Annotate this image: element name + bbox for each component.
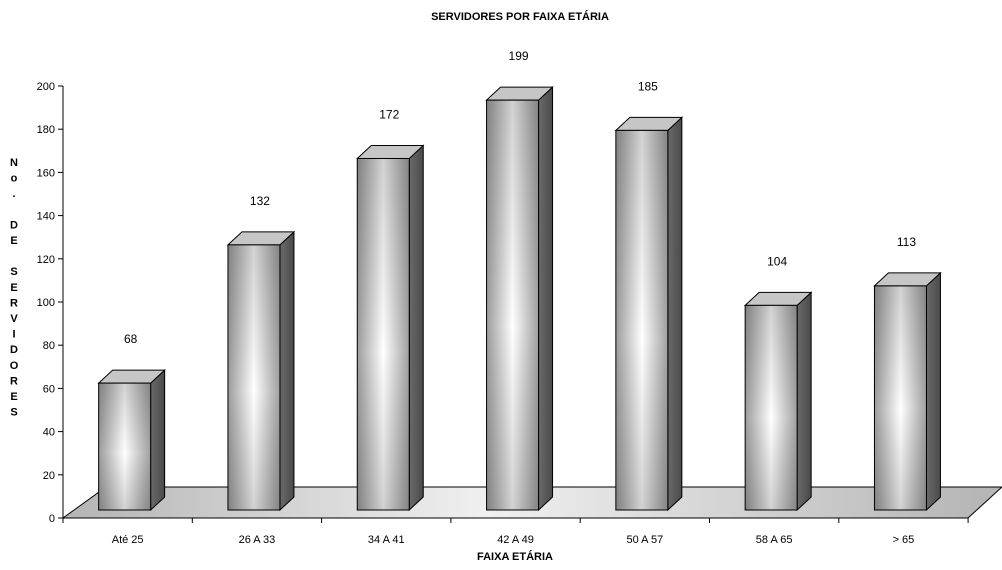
bar: 172 <box>355 107 425 512</box>
bar: 132 <box>226 194 296 512</box>
y-axis-title-letter: D <box>10 219 18 231</box>
bar-side <box>150 368 166 512</box>
y-tick-label: 0 <box>49 513 55 525</box>
bar: 185 <box>614 79 684 512</box>
y-axis-title-letter: R <box>10 297 18 309</box>
bar-side <box>279 230 295 512</box>
bars: 68 132 172 199 185 104 113 <box>97 49 942 512</box>
bar-front-shade <box>227 244 281 511</box>
y-tick-label: 120 <box>37 254 55 266</box>
bar-value-label: 68 <box>124 332 138 346</box>
bar-side <box>925 271 941 512</box>
y-axis-title-letter: D <box>10 344 18 356</box>
y-tick-label: 60 <box>43 383 55 395</box>
y-axis-title-letter: . <box>12 188 15 200</box>
y-tick-label: 160 <box>37 167 55 179</box>
bar-front-shade <box>356 157 410 511</box>
y-axis-title-letter: N <box>10 157 18 169</box>
bar-value-label: 113 <box>897 235 916 249</box>
bar-side <box>667 116 683 512</box>
bar: 68 <box>97 332 166 512</box>
bar-value-label: 104 <box>767 254 787 268</box>
y-axis-title-letter: R <box>10 375 18 387</box>
bar-front-shade <box>98 382 152 511</box>
bar-value-label: 199 <box>509 49 529 63</box>
y-axis-title-letter: E <box>10 235 17 247</box>
y-axis-title-letter: S <box>10 407 17 419</box>
y-axis-title-letter: O <box>10 360 19 372</box>
y-axis-title-letter: S <box>10 266 17 278</box>
x-tick-label: > 65 <box>893 534 915 546</box>
y-axis-title-letter: I <box>12 329 15 341</box>
bar-value-label: 172 <box>379 107 399 121</box>
y-tick-label: 100 <box>37 297 55 309</box>
bar-value-label: 132 <box>250 194 270 208</box>
y-tick-label: 80 <box>43 340 55 352</box>
y-tick-label: 40 <box>43 427 55 439</box>
bar-front-shade <box>615 129 669 511</box>
bar-front-shade <box>873 285 927 511</box>
y-tick-label: 20 <box>43 470 55 482</box>
y-tick-label: 180 <box>37 124 55 136</box>
x-tick-label: 58 A 65 <box>756 534 793 546</box>
x-tick-label: 50 A 57 <box>626 534 663 546</box>
bar: 104 <box>743 254 813 512</box>
bar-side <box>408 144 424 512</box>
chart-title: SERVIDORES POR FAIXA ETÁRIA <box>431 10 609 23</box>
y-axis-ticks: 0 20 40 60 80 100 120 140 160 180 200 <box>37 81 63 525</box>
y-tick-label: 140 <box>37 211 55 223</box>
x-tick-label: 34 A 41 <box>368 534 405 546</box>
y-axis-title-letter: V <box>10 313 18 325</box>
bar-front-shade <box>486 99 540 511</box>
bar-side <box>538 86 554 512</box>
x-axis-ticks: Até 25 26 A 33 34 A 41 42 A 49 50 A 57 58 A 6… <box>62 518 969 546</box>
y-axis-title-letter: o <box>11 173 18 185</box>
bar-side <box>796 291 812 512</box>
x-tick-label: Até 25 <box>112 534 144 546</box>
x-tick-label: 42 A 49 <box>497 534 534 546</box>
bar: 199 <box>485 49 554 512</box>
bar: 113 <box>873 235 942 512</box>
y-axis-title-letter: E <box>10 391 17 403</box>
bar-value-label: 185 <box>638 79 658 93</box>
bar-front-shade <box>744 304 798 511</box>
y-tick-label: 200 <box>37 81 55 93</box>
y-axis-title-letter: E <box>10 282 17 294</box>
x-axis-title: FAIXA ETÁRIA <box>477 550 553 563</box>
x-tick-label: 26 A 33 <box>239 534 276 546</box>
